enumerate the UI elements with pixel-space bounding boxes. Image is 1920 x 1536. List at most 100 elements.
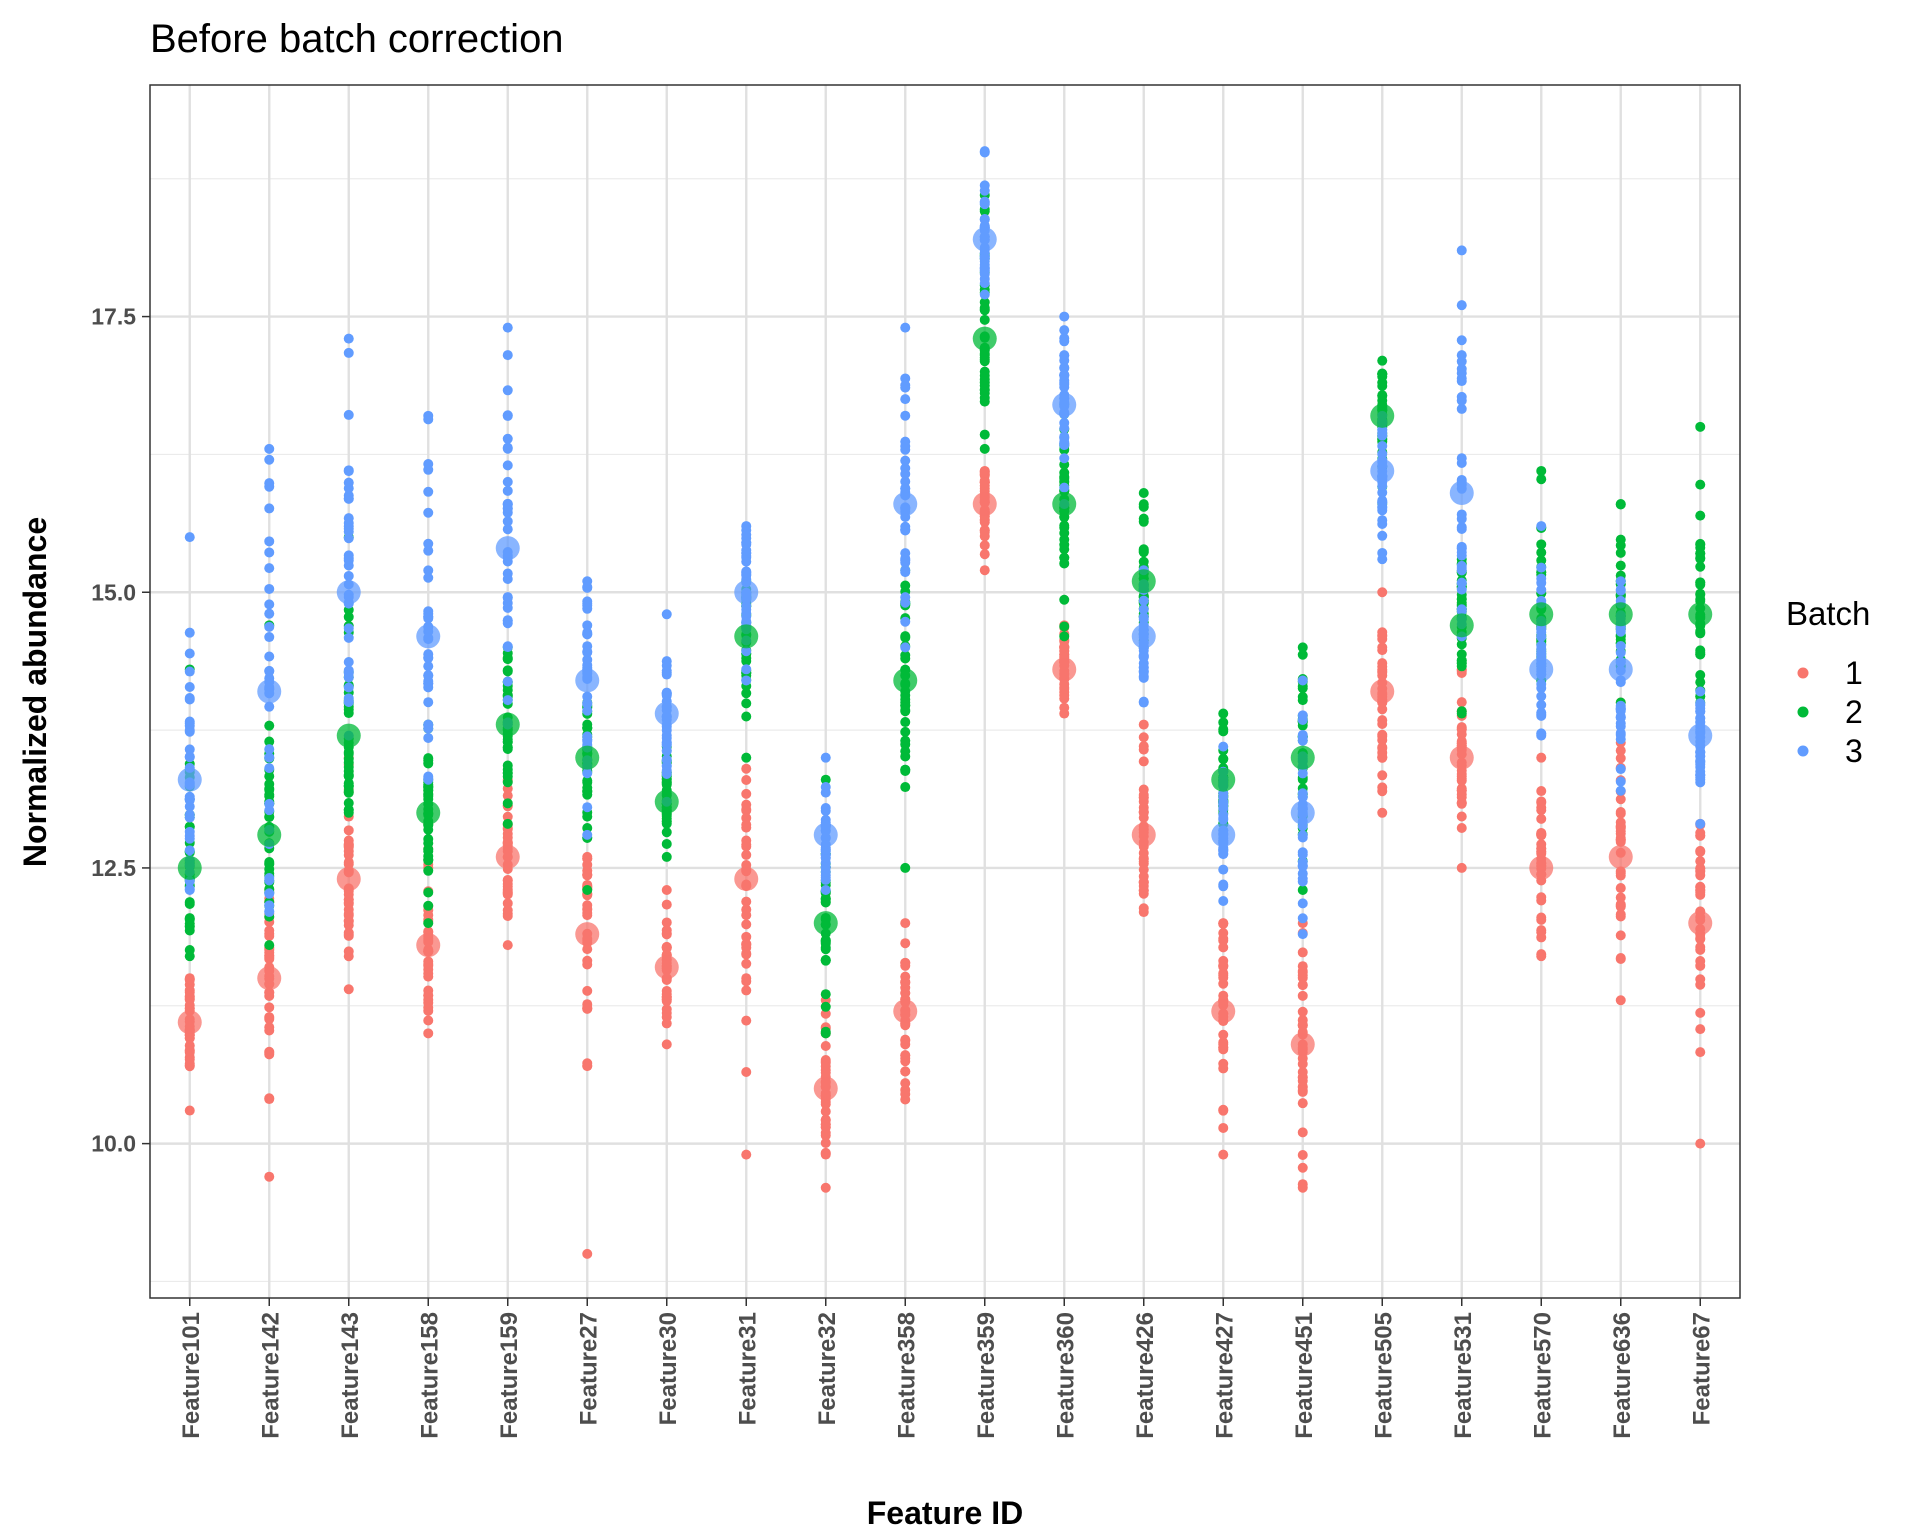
sample-point — [264, 443, 275, 454]
sample-point — [343, 904, 354, 915]
sample-point — [582, 786, 593, 797]
sample-point — [661, 730, 672, 741]
sample-point — [900, 468, 911, 479]
sample-point — [343, 493, 354, 504]
sample-point — [184, 532, 195, 543]
mean-point — [1688, 911, 1713, 936]
sample-point — [343, 526, 354, 537]
x-tick-label: Feature32 — [814, 1312, 841, 1425]
sample-point — [1218, 1122, 1229, 1133]
x-tick-label: Feature570 — [1529, 1312, 1556, 1439]
sample-point — [900, 394, 911, 405]
sample-point — [1456, 391, 1467, 402]
sample-point — [900, 441, 911, 452]
sample-point — [1695, 887, 1706, 898]
mean-point — [416, 624, 441, 649]
x-tick-label: Feature67 — [1688, 1312, 1715, 1425]
sample-point — [661, 929, 672, 940]
sample-point — [979, 289, 990, 300]
sample-point — [1536, 846, 1547, 857]
sample-point — [1138, 732, 1149, 743]
sample-point — [1695, 1138, 1706, 1149]
sample-point — [820, 844, 831, 855]
sample-point — [1615, 930, 1626, 941]
sample-point — [820, 954, 831, 965]
sample-point — [1297, 675, 1308, 686]
mean-point — [495, 536, 520, 561]
sample-point — [1536, 577, 1547, 588]
sample-point — [661, 917, 672, 928]
sample-point — [582, 910, 593, 921]
sample-point — [741, 904, 752, 915]
sample-point — [741, 664, 752, 675]
sample-point — [741, 985, 752, 996]
mean-point — [654, 955, 679, 980]
x-tick-label: Feature359 — [973, 1312, 1000, 1439]
sample-point — [502, 818, 513, 829]
sample-point — [1297, 1098, 1308, 1109]
sample-point — [582, 955, 593, 966]
sample-point — [184, 812, 195, 823]
mean-point — [177, 767, 202, 792]
legend-key — [1797, 667, 1809, 679]
sample-point — [343, 984, 354, 995]
plot-border — [149, 84, 1741, 1299]
sample-point — [1615, 953, 1626, 964]
sample-point — [502, 516, 513, 527]
mean-point — [1290, 1032, 1315, 1057]
chart-title: Before batch correction — [150, 17, 564, 61]
sample-point — [1218, 1042, 1229, 1053]
sample-point — [1297, 861, 1308, 872]
sample-point — [1377, 715, 1388, 726]
sample-point — [1536, 729, 1547, 740]
sample-point — [1138, 546, 1149, 557]
mean-point — [1131, 624, 1156, 649]
mean-point — [1608, 657, 1633, 682]
sample-point — [1297, 847, 1308, 858]
sample-point — [661, 745, 672, 756]
sample-point — [900, 918, 911, 929]
sample-point — [1615, 868, 1626, 879]
sample-point — [900, 650, 911, 661]
mean-point — [1370, 403, 1395, 428]
sample-point — [1536, 631, 1547, 642]
sample-point — [423, 538, 434, 549]
sample-point — [820, 1067, 831, 1078]
y-axis-title: Normalized abundance — [17, 517, 53, 867]
sample-point — [1615, 764, 1626, 775]
sample-point — [820, 897, 831, 908]
sample-point — [343, 696, 354, 707]
sample-point — [184, 795, 195, 806]
sample-point — [264, 940, 275, 951]
sample-point — [1377, 355, 1388, 366]
sample-point — [1456, 604, 1467, 615]
sample-point — [661, 1004, 672, 1015]
sample-point — [264, 1022, 275, 1033]
sample-point — [343, 682, 354, 693]
sample-point — [1695, 1007, 1706, 1018]
sample-point — [264, 925, 275, 936]
sample-point — [1536, 699, 1547, 710]
sample-point — [820, 774, 831, 785]
sample-point — [1536, 521, 1547, 532]
sample-point — [900, 765, 911, 776]
sample-point — [1059, 631, 1070, 642]
mean-point — [734, 866, 759, 891]
sample-point — [979, 477, 990, 488]
sample-point — [1615, 909, 1626, 920]
sample-point — [820, 1114, 831, 1125]
sample-point — [979, 527, 990, 538]
sample-point — [1377, 743, 1388, 754]
x-tick-label: Feature360 — [1052, 1312, 1079, 1439]
sample-point — [343, 570, 354, 581]
sample-point — [900, 525, 911, 536]
mean-point — [893, 999, 918, 1024]
sample-point — [741, 1067, 752, 1078]
sample-point — [1377, 515, 1388, 526]
sample-point — [1536, 949, 1547, 960]
sample-point — [900, 746, 911, 757]
sample-point — [1536, 797, 1547, 808]
sample-point — [423, 782, 434, 793]
sample-point — [820, 787, 831, 798]
sample-point — [741, 646, 752, 657]
